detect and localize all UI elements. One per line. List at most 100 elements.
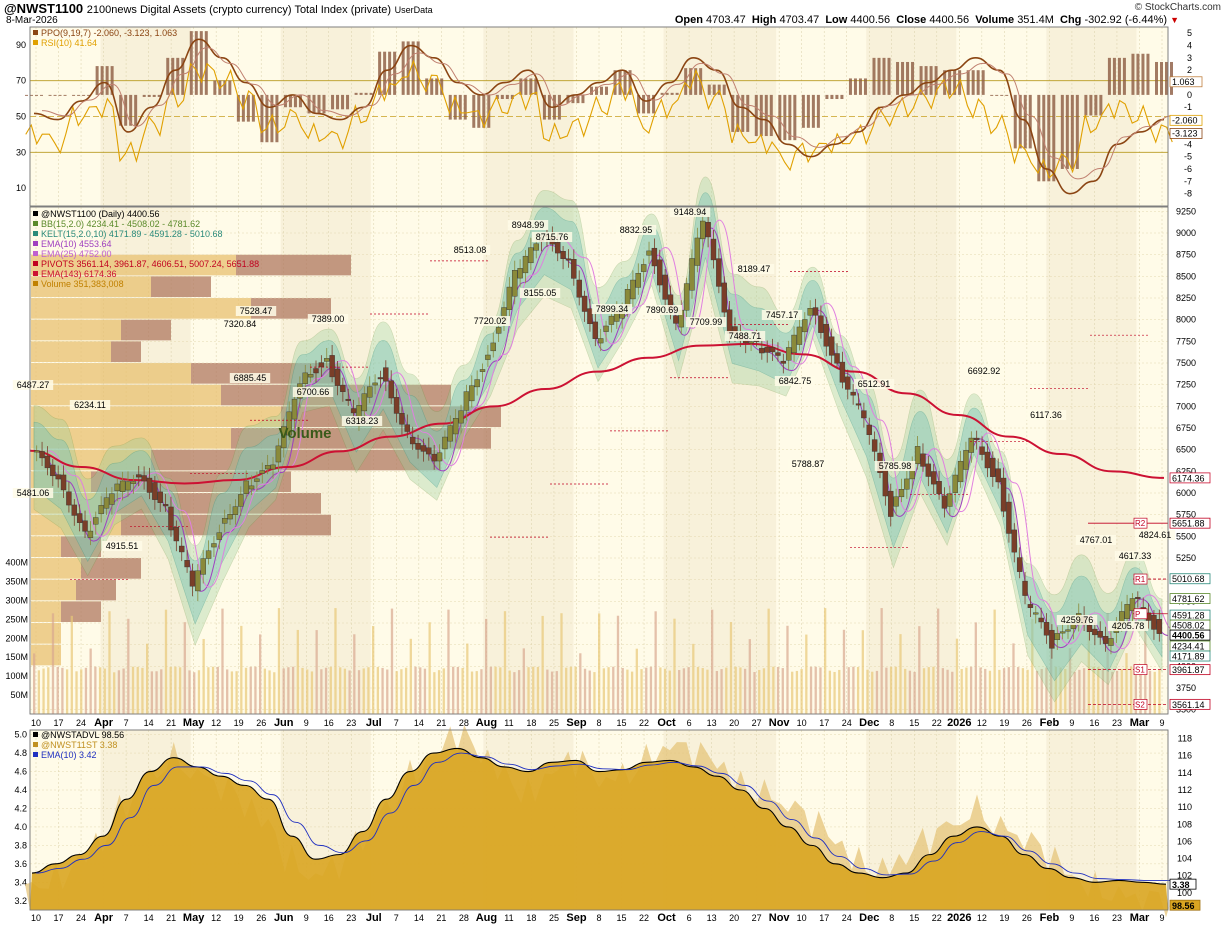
volume-bar <box>711 609 714 714</box>
bottom-legend-text: @NWST11ST 3.38 <box>41 740 117 750</box>
volume-tick: 350M <box>5 577 28 587</box>
top-legend-text: RSI(10) 41.64 <box>41 38 97 48</box>
ppo-histogram-bar <box>317 94 321 114</box>
volume-bar <box>127 618 130 714</box>
ppo-histogram-bar <box>246 94 250 122</box>
price-right-value: 4508.02 <box>1172 621 1205 631</box>
legend-swatch <box>33 251 38 256</box>
x-axis-label: 15 <box>617 718 627 728</box>
bottom-left-tick: 5.0 <box>14 730 27 740</box>
x-axis-label: 2026 <box>947 912 971 924</box>
vbp-bar-down <box>121 319 171 341</box>
ppo-histogram-bar <box>853 78 857 95</box>
low-value: 4400.56 <box>850 14 891 26</box>
x-axis-label: 19 <box>234 718 244 728</box>
volume-bar <box>376 666 380 714</box>
candle-body <box>1086 624 1093 633</box>
annotation-bg <box>1025 410 1067 420</box>
annotation-bg <box>1134 530 1176 540</box>
volume-bar <box>861 630 864 714</box>
bottom-left-tick: 3.6 <box>14 859 27 869</box>
ppo-histogram-bar <box>778 94 782 141</box>
volume-bar <box>809 666 813 714</box>
ppo-histogram-bar <box>1165 61 1168 95</box>
candle-body <box>243 480 249 494</box>
candle-body <box>340 384 346 393</box>
volume-bar <box>414 666 417 714</box>
x-axis-label: 12 <box>977 718 987 728</box>
price-annotation: 7389.00 <box>312 314 345 324</box>
volume-bar <box>452 666 455 714</box>
x-axis-label: Apr <box>94 717 114 729</box>
volume-bar <box>160 669 163 714</box>
annotation-bg <box>963 366 1005 376</box>
candle-body <box>281 426 287 449</box>
volume-bar <box>475 671 478 714</box>
ppo-histogram-bar <box>72 94 76 96</box>
annotation-bg <box>591 304 633 314</box>
top-right-tick: 4 <box>1187 41 1192 51</box>
price-tick: 7000 <box>1176 401 1196 411</box>
x-axis-label: Aug <box>476 912 497 924</box>
x-axis-label: 16 <box>324 718 334 728</box>
value-tag <box>1169 650 1211 662</box>
candle-body <box>1129 598 1136 612</box>
volume-bar <box>1059 667 1062 714</box>
vbp-bar-up <box>31 276 151 297</box>
candle-body <box>50 464 56 477</box>
ppo-histogram-bar <box>613 70 617 95</box>
ppo-histogram-bar <box>110 66 114 95</box>
candle-body <box>404 424 411 432</box>
volume-bar <box>169 666 172 714</box>
ppo-histogram-bar <box>40 94 43 96</box>
volume-tick: 250M <box>5 614 28 624</box>
x-axis-label: 24 <box>842 718 852 728</box>
candle-body <box>700 220 706 240</box>
price-annotation: 6117.36 <box>1030 410 1062 420</box>
volume-bar <box>1115 670 1119 714</box>
candle-body <box>635 273 641 288</box>
volume-bar <box>1054 666 1058 714</box>
volume-bar <box>94 666 97 714</box>
ppo-histogram-bar <box>147 94 151 97</box>
x-axis-label: Dec <box>859 717 879 729</box>
candle-body <box>705 221 711 238</box>
top-right-tick: -5 <box>1184 152 1192 162</box>
volume-bar <box>565 667 568 714</box>
candle-body <box>44 455 51 469</box>
candle-body <box>420 445 427 452</box>
x-axis-label: 14 <box>144 718 154 728</box>
price-tick: 5750 <box>1176 510 1196 520</box>
ppo-histogram-bar <box>764 94 768 137</box>
candle-body <box>640 264 647 272</box>
candle-body <box>318 362 325 368</box>
volume-bar <box>1068 648 1072 714</box>
ppo-histogram-bar <box>388 51 392 95</box>
candle-body <box>55 474 61 480</box>
price-legend-text: @NWST1100 (Daily) 4400.56 <box>41 209 160 219</box>
volume-bar <box>461 667 464 714</box>
ppo-histogram-bar <box>500 94 504 100</box>
ppo-histogram-bar <box>1141 53 1145 95</box>
x-axis-label: 25 <box>549 718 559 728</box>
price-tick: 7750 <box>1176 336 1196 346</box>
candle-body <box>270 464 276 470</box>
volume-bar <box>329 666 332 714</box>
ppo-histogram-bar <box>519 78 523 95</box>
ppo-histogram-bar <box>1000 94 1004 96</box>
x-axis-label: 7 <box>394 718 399 728</box>
volume-bar <box>894 666 897 714</box>
volume-bar <box>1007 667 1010 714</box>
x-axis-label: 2026 <box>947 717 971 729</box>
x-axis-label: 23 <box>1112 718 1122 728</box>
legend-swatch <box>33 271 38 276</box>
annotation-bg <box>12 380 54 390</box>
ppo-histogram-bar <box>816 94 820 128</box>
x-axis-label: 23 <box>346 913 356 923</box>
volume-bar <box>131 666 135 714</box>
x-axis-label: 12 <box>977 913 987 923</box>
ppo-histogram-bar <box>605 86 608 95</box>
candle-body <box>1049 629 1055 649</box>
ppo-histogram-bar <box>82 94 86 96</box>
candle-body <box>807 308 813 316</box>
